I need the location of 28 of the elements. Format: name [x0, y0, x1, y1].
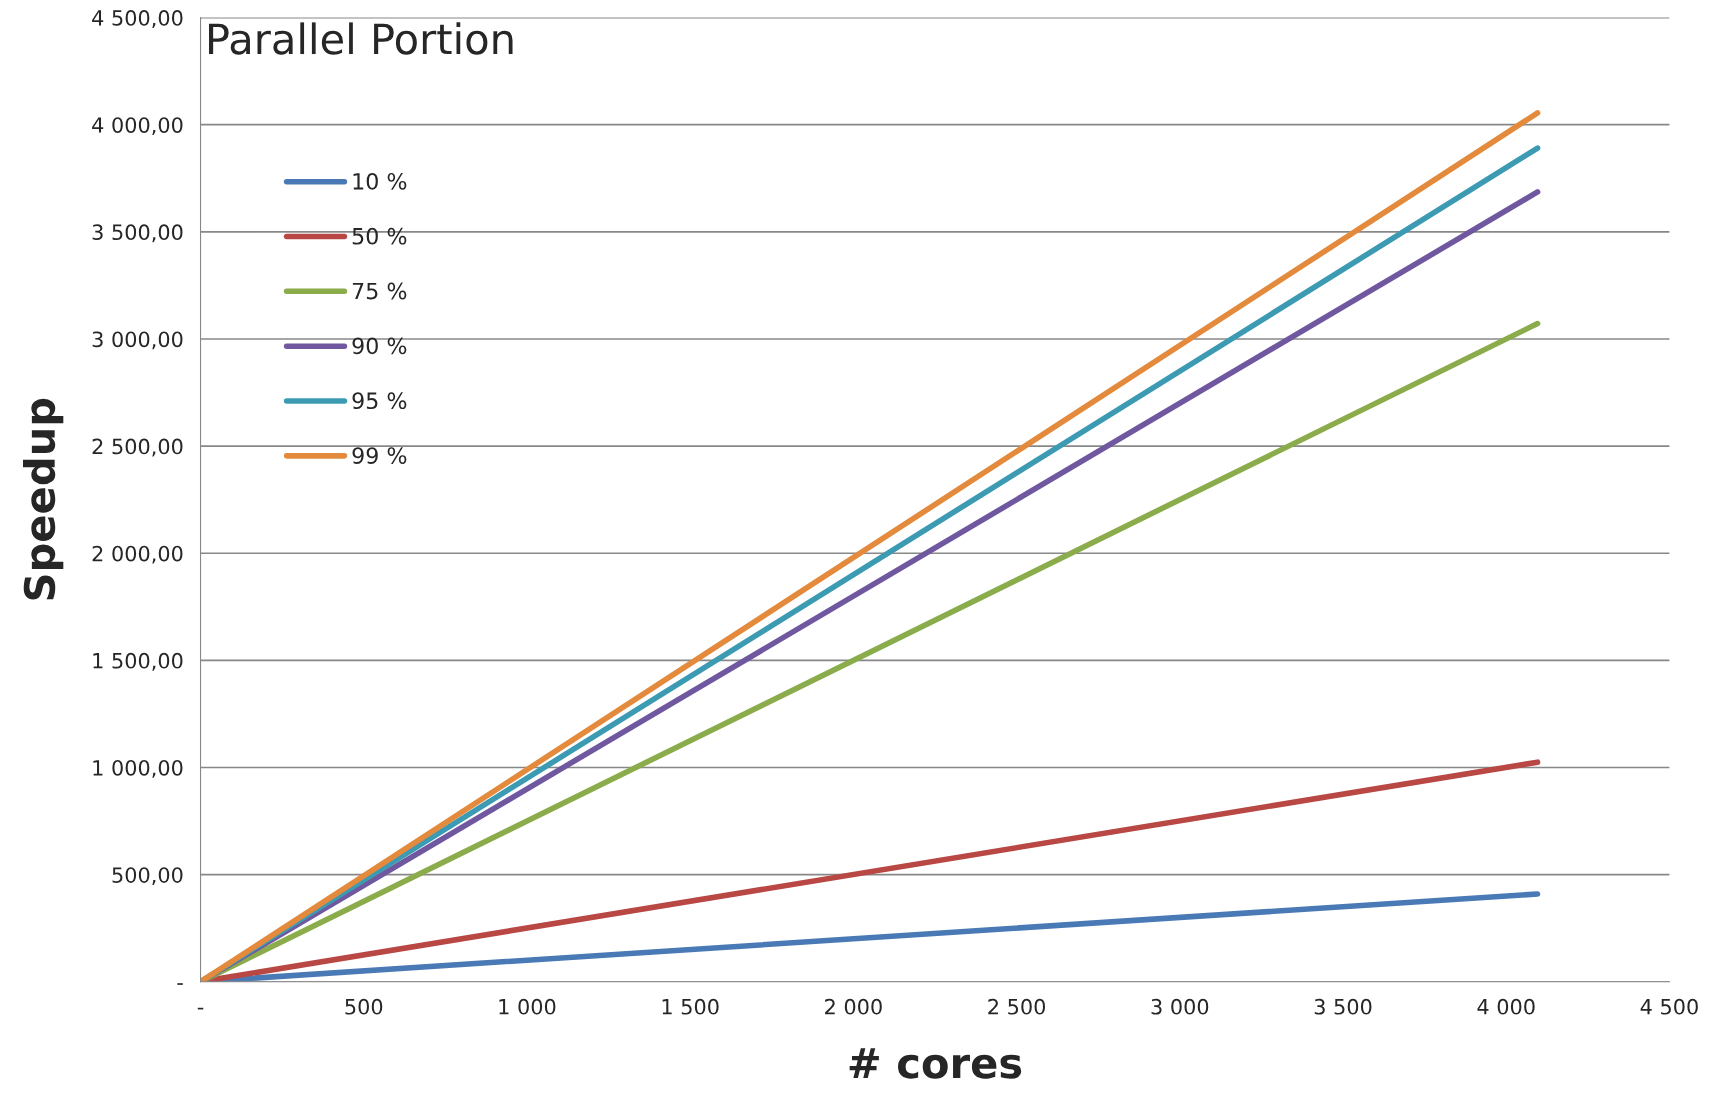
legend-label: 75 %	[352, 282, 407, 300]
chart-title: Parallel Portion	[209, 22, 513, 55]
x-tick-label: 500	[345, 998, 383, 1015]
x-tick-label: 3 000	[1151, 998, 1209, 1015]
y-tick-label: 3 500,00	[92, 224, 183, 243]
y-tick-label: 1 500,00	[93, 652, 183, 671]
legend-label: 99 %	[352, 447, 407, 464]
y-tick-label: 4 000,00	[92, 117, 183, 136]
x-tick-label: 4 500	[1640, 998, 1698, 1015]
y-tick-label: -	[177, 983, 183, 985]
x-axis-title: # cores	[849, 1048, 1022, 1079]
x-tick-label: 4 000	[1477, 998, 1535, 1015]
legend-label: 95 %	[352, 392, 407, 410]
x-tick-label: 3 500	[1314, 998, 1372, 1015]
y-tick-label: 2 500,00	[92, 438, 183, 457]
y-tick-label: 3 000,00	[92, 331, 183, 350]
y-tick-label: 4 500,00	[92, 10, 183, 28]
y-tick-label: 2 000,00	[92, 545, 183, 564]
x-tick-label: 1 000	[499, 998, 556, 1015]
x-tick-label: 2 000	[825, 998, 882, 1015]
x-tick-label: 2 500	[988, 998, 1046, 1015]
legend-label: 50 %	[352, 227, 407, 245]
x-tick-label: 1 500	[662, 998, 719, 1015]
y-tick-label: 1 000,00	[93, 759, 183, 778]
legend-label: 90 %	[352, 337, 407, 355]
y-tick-label: 500,00	[112, 867, 183, 886]
legend-label: 10 %	[353, 172, 407, 190]
y-axis-title: Speedup	[22, 398, 64, 600]
